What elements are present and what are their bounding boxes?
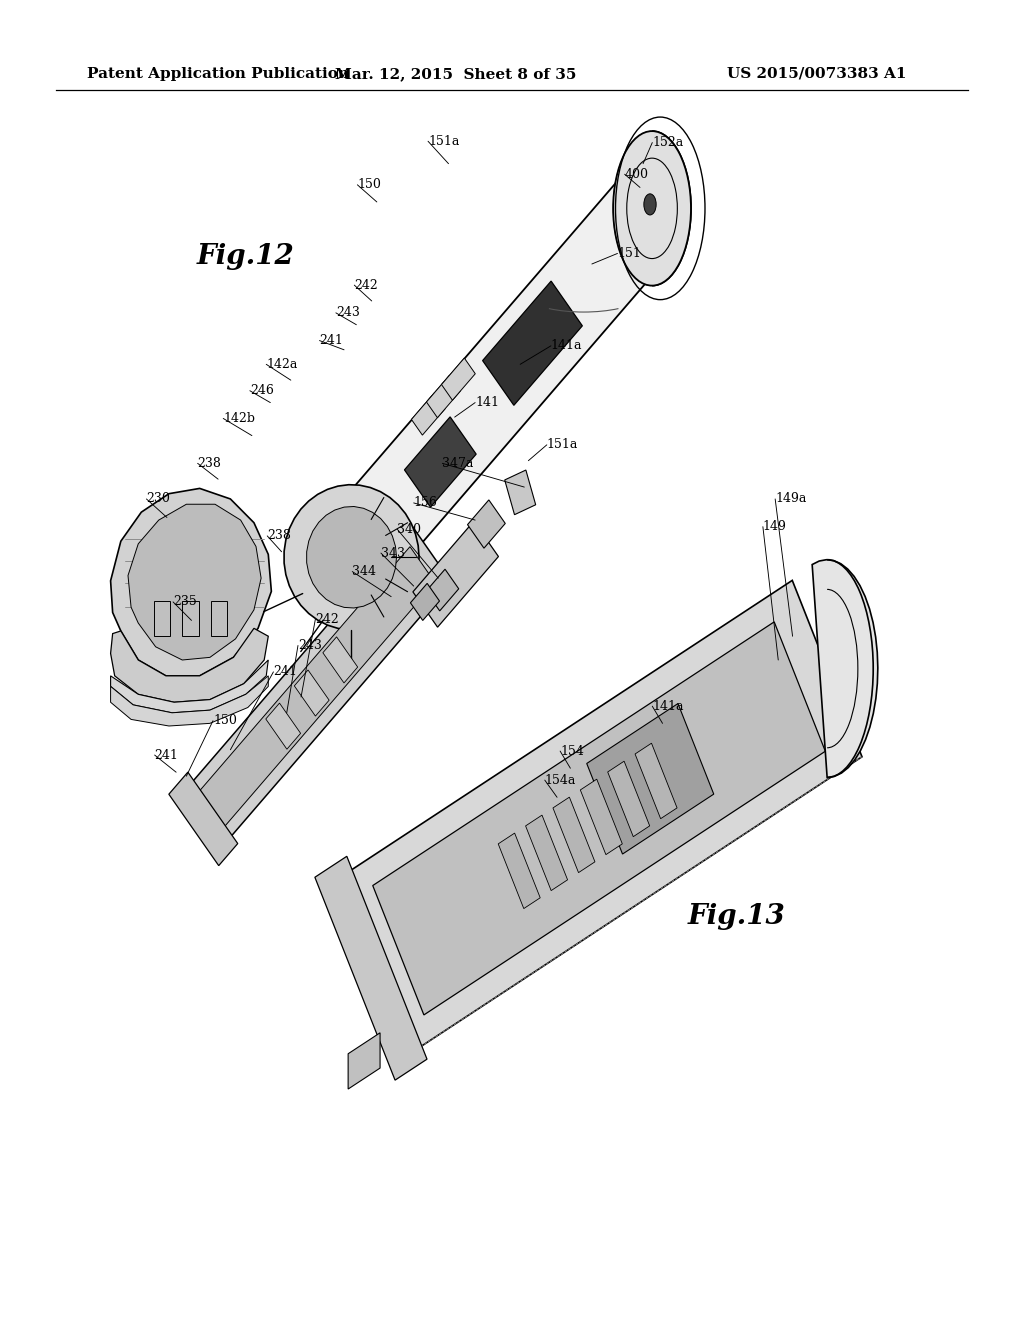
- Polygon shape: [426, 375, 460, 417]
- Text: 150: 150: [213, 714, 237, 727]
- Text: 156: 156: [414, 496, 437, 510]
- Polygon shape: [499, 833, 541, 908]
- Polygon shape: [326, 172, 678, 594]
- Polygon shape: [200, 546, 435, 826]
- Text: 149a: 149a: [775, 492, 807, 506]
- Text: 241: 241: [155, 748, 178, 762]
- Text: 340: 340: [397, 523, 421, 536]
- Polygon shape: [373, 622, 825, 1015]
- Text: 152a: 152a: [652, 136, 684, 149]
- Text: 238: 238: [198, 457, 221, 470]
- Text: 141a: 141a: [551, 339, 583, 352]
- Text: 343: 343: [381, 546, 404, 560]
- Polygon shape: [323, 636, 357, 682]
- Polygon shape: [266, 704, 301, 750]
- Polygon shape: [284, 484, 419, 630]
- Text: 154: 154: [560, 744, 584, 758]
- Polygon shape: [581, 779, 623, 854]
- Text: US 2015/0073383 A1: US 2015/0073383 A1: [727, 67, 906, 81]
- Polygon shape: [111, 660, 268, 713]
- Text: 242: 242: [315, 612, 339, 626]
- Polygon shape: [505, 470, 536, 515]
- Polygon shape: [336, 581, 862, 1056]
- Text: 149: 149: [763, 520, 786, 533]
- Text: 141: 141: [475, 396, 499, 409]
- Text: 151: 151: [617, 247, 641, 260]
- Polygon shape: [587, 704, 714, 854]
- Text: 141a: 141a: [652, 700, 684, 713]
- Polygon shape: [412, 393, 445, 436]
- Polygon shape: [294, 671, 329, 715]
- Polygon shape: [411, 583, 439, 620]
- Text: Fig.13: Fig.13: [688, 903, 785, 929]
- Polygon shape: [635, 743, 677, 818]
- Polygon shape: [169, 772, 238, 866]
- Polygon shape: [154, 601, 170, 636]
- Text: Mar. 12, 2015  Sheet 8 of 35: Mar. 12, 2015 Sheet 8 of 35: [335, 67, 577, 81]
- Text: 241: 241: [273, 665, 297, 678]
- Polygon shape: [314, 857, 427, 1080]
- Text: 344: 344: [352, 565, 376, 578]
- Polygon shape: [111, 628, 268, 702]
- Polygon shape: [348, 1032, 380, 1089]
- Polygon shape: [413, 521, 499, 627]
- Text: 142b: 142b: [223, 412, 255, 425]
- Polygon shape: [182, 601, 199, 636]
- Ellipse shape: [644, 194, 656, 215]
- Text: 238: 238: [267, 529, 291, 543]
- Text: 150: 150: [357, 178, 381, 191]
- Text: 246: 246: [250, 384, 273, 397]
- Polygon shape: [306, 507, 396, 609]
- Text: 241: 241: [319, 334, 343, 347]
- Text: Fig.12: Fig.12: [197, 243, 294, 269]
- Text: 154a: 154a: [545, 774, 577, 787]
- Polygon shape: [482, 281, 583, 405]
- Polygon shape: [468, 500, 505, 548]
- Polygon shape: [607, 762, 649, 837]
- Polygon shape: [184, 527, 451, 846]
- Polygon shape: [111, 676, 268, 726]
- Polygon shape: [525, 816, 567, 891]
- Text: 235: 235: [173, 595, 197, 609]
- Ellipse shape: [613, 131, 691, 285]
- Polygon shape: [441, 358, 475, 400]
- Text: Patent Application Publication: Patent Application Publication: [87, 67, 349, 81]
- Polygon shape: [128, 504, 261, 660]
- Polygon shape: [404, 417, 476, 507]
- Polygon shape: [111, 488, 271, 676]
- Polygon shape: [211, 601, 227, 636]
- Text: 243: 243: [336, 306, 359, 319]
- Polygon shape: [812, 560, 878, 777]
- Text: 347a: 347a: [442, 457, 474, 470]
- Text: 151a: 151a: [547, 438, 579, 451]
- Polygon shape: [426, 569, 459, 611]
- Polygon shape: [553, 797, 595, 873]
- Text: 243: 243: [298, 639, 322, 652]
- Text: 230: 230: [146, 492, 170, 506]
- Text: 242: 242: [354, 279, 378, 292]
- Text: 151a: 151a: [428, 135, 460, 148]
- Text: 142a: 142a: [266, 358, 298, 371]
- Text: 400: 400: [625, 168, 648, 181]
